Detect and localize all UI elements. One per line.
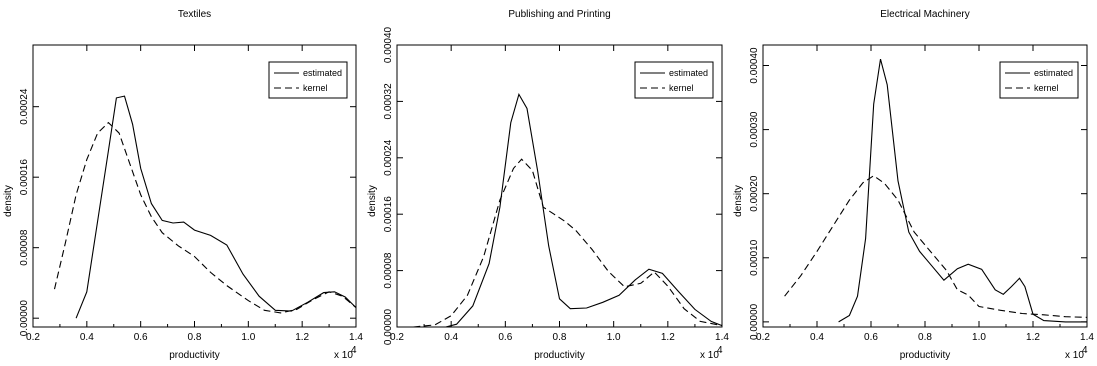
y-tick-label: 0.00030 (749, 111, 760, 148)
x-tick-label: 0.8 (188, 332, 202, 343)
x-tick-label: 0.8 (553, 332, 567, 343)
x-tick-label: 1.0 (607, 332, 621, 343)
series-estimated-line (838, 58, 1087, 323)
legend-label-estimated: estimated (669, 68, 708, 78)
x-tick-label: 0.6 (864, 332, 878, 343)
chart-title: Electrical Machinery (880, 9, 969, 20)
x-tick-label: 1.2 (295, 332, 309, 343)
legend-label-kernel: kernel (669, 83, 694, 93)
x-tick-label: 0.6 (134, 332, 148, 343)
x-multiplier-label: x 10 (1065, 350, 1084, 361)
x-tick-label: 1.2 (661, 332, 675, 343)
y-tick-label: 0.00040 (383, 26, 394, 63)
x-multiplier-exponent: 4 (1082, 345, 1088, 356)
series-kernel-line (413, 158, 723, 328)
x-tick-label: 0.2 (390, 332, 404, 343)
x-tick-label: 1.0 (241, 332, 255, 343)
series-estimated-line (75, 95, 357, 319)
series-kernel-line (784, 175, 1088, 318)
y-tick-label: 0.00024 (19, 88, 30, 125)
x-tick-label: 0.4 (810, 332, 824, 343)
x-tick-label: 1.4 (1080, 332, 1094, 343)
legend-label-estimated: estimated (1034, 68, 1073, 78)
y-axis-label: density (733, 185, 744, 217)
y-axis-label: density (3, 185, 14, 217)
chart-title: Publishing and Printing (508, 9, 610, 20)
y-tick-label: 0.00000 (749, 303, 760, 340)
x-axis-label: productivity (169, 350, 220, 361)
x-tick-label: 0.6 (498, 332, 512, 343)
x-tick-label: 1.2 (1026, 332, 1040, 343)
x-axis-label: productivity (900, 350, 951, 361)
x-tick-label: 1.4 (349, 332, 363, 343)
series-estimated-line (445, 92, 723, 328)
y-tick-label: 0.00008 (383, 252, 394, 289)
y-tick-label: 0.00010 (749, 239, 760, 276)
y-axis-label: density (367, 185, 378, 217)
x-axis-label: productivity (534, 350, 585, 361)
x-multiplier-label: x 10 (334, 350, 353, 361)
legend-box (268, 61, 348, 99)
x-tick-label: 0.4 (80, 332, 94, 343)
x-tick-label: 0.4 (444, 332, 458, 343)
panel-publishing-and-printing: Publishing and Printing 0.2 0.4 0.6 0.8 1.0 1.… (367, 9, 729, 361)
y-tick-label: 0.00008 (19, 229, 30, 266)
y-tick-label: 0.00024 (383, 139, 394, 176)
series-kernel-line (53, 121, 357, 314)
legend-label-estimated: estimated (303, 68, 342, 78)
x-tick-label: 0.2 (756, 332, 770, 343)
x-multiplier-label: x 10 (700, 350, 719, 361)
y-tick-label: 0.00016 (19, 159, 30, 196)
legend-label-kernel: kernel (1034, 83, 1059, 93)
panel-textiles: Textiles 0.2 0.4 0.6 0.8 1.0 1.2 1.4 0.00000 0.00… (3, 9, 363, 361)
x-tick-label: 0.2 (26, 332, 40, 343)
y-tick-label: 0.00016 (383, 196, 394, 233)
y-tick-label: 0.00040 (749, 47, 760, 84)
x-tick-label: 1.4 (715, 332, 729, 343)
y-tick-label: 0.00000 (19, 300, 30, 337)
x-tick-label: 1.0 (972, 332, 986, 343)
y-tick-label: 0.00000 (383, 308, 394, 345)
panel-electrical-machinery: Electrical Machinery 0.2 0.4 0.6 0.8 1.0 1.2 1.… (733, 9, 1094, 361)
x-multiplier-exponent: 4 (717, 345, 723, 356)
x-tick-label: 0.8 (918, 332, 932, 343)
x-multiplier-exponent: 4 (351, 345, 357, 356)
y-tick-label: 0.00032 (383, 83, 394, 120)
legend-label-kernel: kernel (303, 83, 328, 93)
chart-title: Textiles (178, 9, 211, 20)
legend-box (634, 61, 714, 99)
y-tick-label: 0.00020 (749, 175, 760, 212)
legend-box (999, 61, 1079, 99)
